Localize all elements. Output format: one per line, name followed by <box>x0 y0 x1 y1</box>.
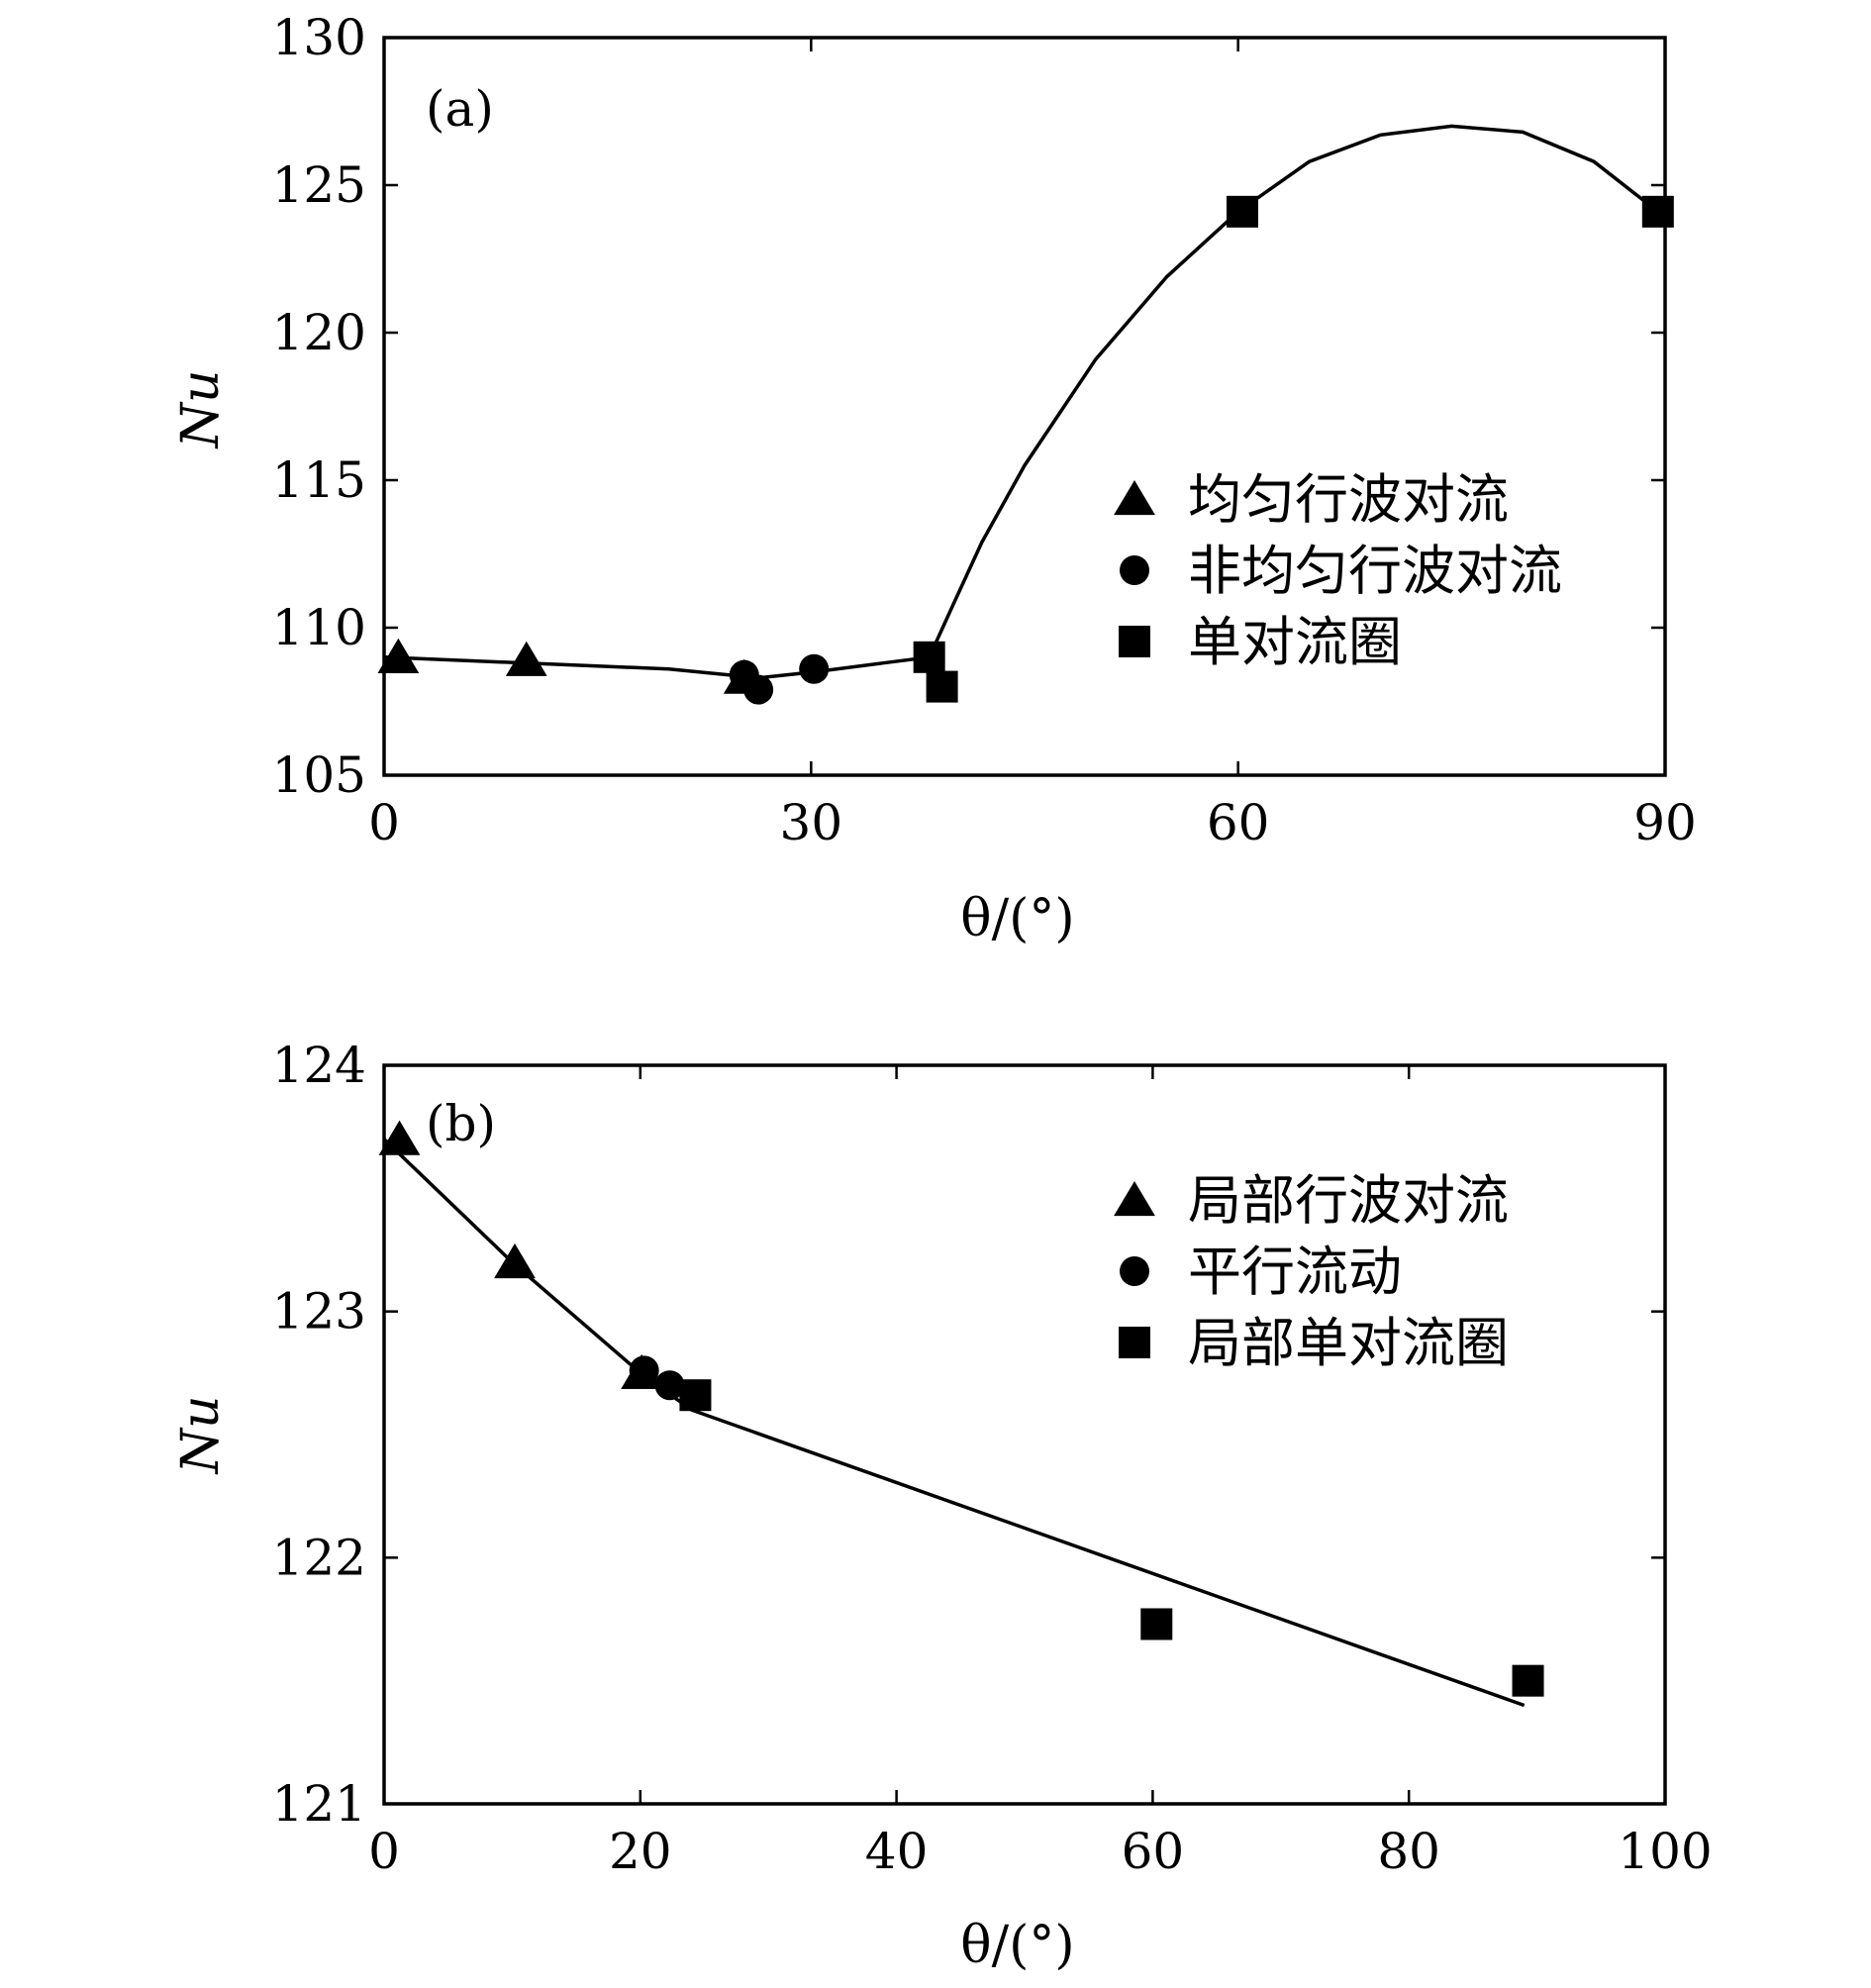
panel-a-y-tick-label: 115 <box>272 451 366 509</box>
panel-b-x-axis-title: θ/(°) <box>960 1916 1074 1975</box>
panel-a-square-point <box>1226 195 1258 228</box>
panel-b-legend-label: 平行流动 <box>1188 1241 1402 1303</box>
panel-b-legend-square-marker <box>1119 1327 1150 1358</box>
panel-a-y-tick-label: 125 <box>272 156 366 214</box>
panel-b-circle-point <box>654 1370 685 1401</box>
panel-b-x-tick-label: 60 <box>1122 1823 1185 1880</box>
panel-a-x-tick-label: 60 <box>1207 794 1270 851</box>
panel-b-x-tick-label: 20 <box>609 1823 672 1880</box>
panel-b-triangle-point <box>494 1242 536 1279</box>
panel-b-legend-label: 局部单对流圈 <box>1188 1312 1509 1374</box>
panel-a-y-tick-label: 130 <box>272 9 366 66</box>
panel-b-y-tick-label: 123 <box>272 1283 366 1341</box>
panel-b-square-point <box>1140 1608 1173 1640</box>
panel-a-square-point <box>1641 195 1674 228</box>
panel-b-x-tick-label: 80 <box>1377 1823 1440 1880</box>
panel-a-circle-point <box>799 653 830 684</box>
panel-b-square-point <box>679 1379 712 1412</box>
panel-a-legend-label: 单对流圈 <box>1188 611 1402 673</box>
panel-b-y-tick-label: 124 <box>272 1037 366 1094</box>
panel-a-label: (a) <box>426 80 494 138</box>
panel-a-x-tick-label: 30 <box>780 794 843 851</box>
panel-b-y-tick-label: 122 <box>272 1529 366 1586</box>
panel-a: (a) Nu θ/(°) 0 30 60 90 105 110 115 120 125 130 均匀… <box>171 9 1697 948</box>
panel-a-circle-point <box>743 674 774 705</box>
panel-b-y-tick-label: 121 <box>272 1775 366 1833</box>
panel-b-legend-label: 局部行波对流 <box>1188 1169 1509 1232</box>
panel-a-y-axis-title: Nu <box>171 370 231 450</box>
panel-a-triangle-point <box>377 638 420 673</box>
panel-b-x-tick-label: 100 <box>1618 1823 1712 1880</box>
panel-a-plot-frame <box>382 36 1667 777</box>
panel-b-y-axis-title: Nu <box>171 1396 231 1476</box>
panel-b: (b) Nu θ/(°) 0 20 40 60 80 100 121 122 123 124 局部行… <box>171 1037 1713 1975</box>
panel-b-label: (b) <box>426 1095 496 1152</box>
panel-b-triangle-point <box>378 1120 421 1155</box>
panel-a-legend-square-marker <box>1119 626 1150 657</box>
panel-a-legend-triangle-marker <box>1114 480 1155 516</box>
panel-a-y-tick-label: 105 <box>272 746 366 804</box>
panel-a-legend-label: 均匀行波对流 <box>1188 468 1509 531</box>
panel-b-x-tick-label: 40 <box>865 1823 929 1880</box>
panel-a-y-tick-label: 120 <box>272 304 366 361</box>
panel-a-square-point <box>913 641 945 673</box>
panel-b-circle-point <box>629 1355 659 1386</box>
panel-b-x-tick-label: 0 <box>368 1823 400 1880</box>
panel-a-y-tick-label: 110 <box>272 599 366 656</box>
panel-b-plot-frame <box>382 1063 1667 1806</box>
panel-a-legend-label: 非均匀行波对流 <box>1188 540 1562 602</box>
panel-a-x-tick-label: 0 <box>368 794 400 851</box>
panel-b-legend-triangle-marker <box>1114 1181 1155 1217</box>
panel-a-x-axis-title: θ/(°) <box>960 889 1074 948</box>
panel-a-x-tick-label: 90 <box>1633 794 1697 851</box>
panel-b-square-point <box>1512 1664 1544 1697</box>
panel-a-legend-circle-marker <box>1120 555 1149 585</box>
panel-b-legend-circle-marker <box>1120 1256 1149 1286</box>
panel-a-square-point <box>926 670 958 703</box>
panel-a-triangle-point <box>505 641 547 676</box>
